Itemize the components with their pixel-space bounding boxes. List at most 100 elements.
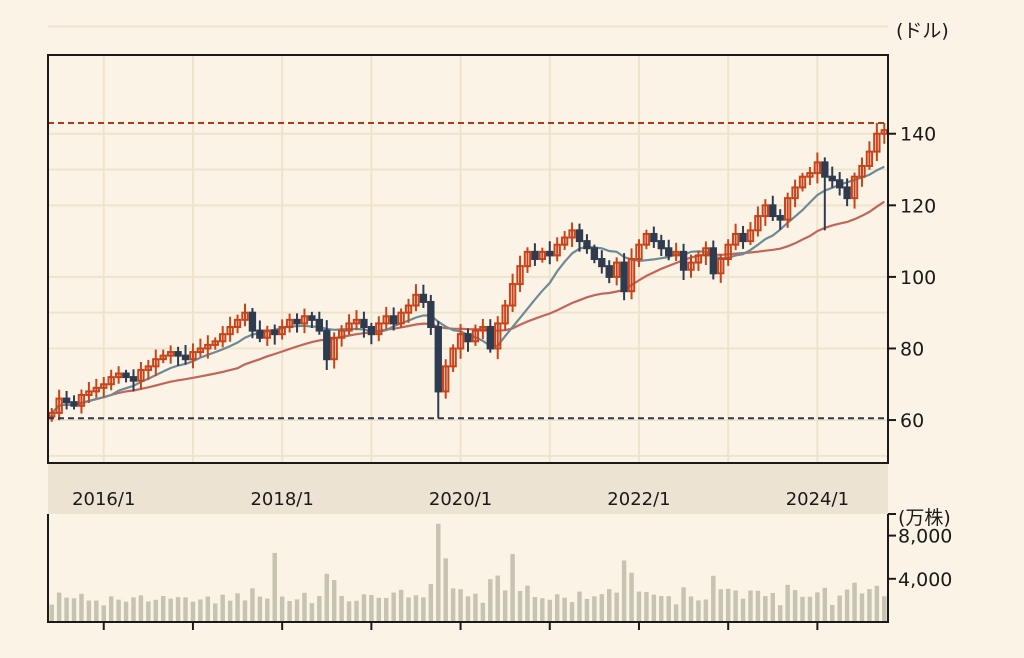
candle-up <box>672 250 680 257</box>
volume-bar <box>733 590 738 622</box>
candle-down <box>464 333 472 343</box>
candle-up <box>92 386 100 393</box>
price-tick-label-120: 120 <box>900 195 936 217</box>
date-band <box>48 463 888 514</box>
candle-up <box>85 390 93 396</box>
volume-bar <box>859 593 865 622</box>
candle-up <box>568 229 576 239</box>
candle-up <box>865 150 874 167</box>
volume-bar <box>413 595 419 622</box>
volume-bar <box>428 584 434 622</box>
volume-bar <box>569 602 575 622</box>
candle-down <box>434 326 442 393</box>
volume-bar <box>755 590 761 622</box>
volume-bar <box>748 590 753 622</box>
volume-bar <box>844 589 850 622</box>
candle-up <box>219 333 227 343</box>
volume-bar <box>123 601 129 622</box>
volume-bar <box>666 596 671 622</box>
volume-bar <box>629 572 634 622</box>
volume-bar <box>792 590 798 622</box>
volume-bar <box>867 589 872 622</box>
candle-down <box>575 229 584 243</box>
candle-down <box>315 318 324 332</box>
moving-averages <box>50 165 885 414</box>
volume-bar <box>361 594 367 622</box>
candle-up <box>375 322 383 336</box>
candle-up <box>152 358 160 368</box>
volume-bar <box>376 597 382 622</box>
volume-bar <box>331 580 337 622</box>
candle-down <box>769 204 777 218</box>
volume-bar <box>532 596 538 622</box>
volume-bar <box>384 597 389 622</box>
candle-up <box>724 243 732 260</box>
volume-bar <box>577 591 582 622</box>
volume-bar <box>614 592 619 622</box>
volume-bar <box>146 601 151 622</box>
reference-lines <box>48 122 888 420</box>
candle-up <box>479 326 487 332</box>
candle-up <box>806 172 814 178</box>
date-label-2018-1: 2018/1 <box>250 489 313 510</box>
volume-bar <box>443 558 448 622</box>
candle-up <box>100 383 108 389</box>
volume-bar <box>703 599 709 622</box>
candle-up <box>77 394 86 407</box>
volume-bar <box>502 590 508 622</box>
candle-down <box>590 247 599 260</box>
candle-up <box>241 311 249 321</box>
moving-average-long <box>50 200 885 414</box>
volume-bar <box>324 573 329 622</box>
volume-bar <box>777 605 783 622</box>
volume-bar <box>160 595 166 622</box>
candle-up <box>233 318 242 328</box>
volume-bar <box>599 594 605 622</box>
volume-bar <box>882 596 887 622</box>
price-tick-label-140: 140 <box>900 124 936 146</box>
price-tick-label-100: 100 <box>900 267 936 289</box>
volume-bar <box>287 601 292 622</box>
candle-down <box>419 293 428 303</box>
volume-bar <box>673 604 679 622</box>
candle-down <box>181 354 190 361</box>
candle-down <box>605 265 613 278</box>
price-unit-label: (ドル) <box>896 20 949 42</box>
candle-down <box>486 326 494 350</box>
candle-up <box>880 129 888 135</box>
candle-up <box>263 329 271 339</box>
volume-bar <box>339 595 344 622</box>
candle-down <box>360 318 368 328</box>
volume-bar <box>636 591 642 622</box>
candle-down <box>271 329 279 336</box>
candle-up <box>449 347 457 368</box>
candle-down <box>546 250 554 257</box>
candle-down <box>709 247 717 275</box>
volume-bar <box>116 599 121 622</box>
candle-up <box>166 351 175 357</box>
candle-up <box>717 258 725 275</box>
candles <box>48 123 888 422</box>
candle-down <box>308 315 316 321</box>
volume-bar <box>220 594 225 622</box>
volume-bar <box>584 598 590 622</box>
volume-bar <box>540 598 545 622</box>
volume-bar <box>740 598 746 622</box>
volume-bar <box>153 599 159 622</box>
candle-down <box>531 250 539 260</box>
volume-bar <box>785 584 790 622</box>
candle-down <box>679 250 688 271</box>
candle-down <box>739 232 747 243</box>
date-label-2024-1: 2024/1 <box>786 489 849 510</box>
price-tick-label-60: 60 <box>900 410 924 432</box>
candle-up <box>300 315 309 325</box>
volume-bars <box>49 523 887 622</box>
volume-bar <box>763 596 768 622</box>
candle-up <box>523 250 532 268</box>
volume-bar <box>547 599 552 622</box>
candle-up <box>687 261 695 271</box>
volume-bar <box>101 605 106 622</box>
volume-bar <box>696 600 701 622</box>
candle-up <box>48 411 56 418</box>
volume-bar <box>64 597 69 622</box>
